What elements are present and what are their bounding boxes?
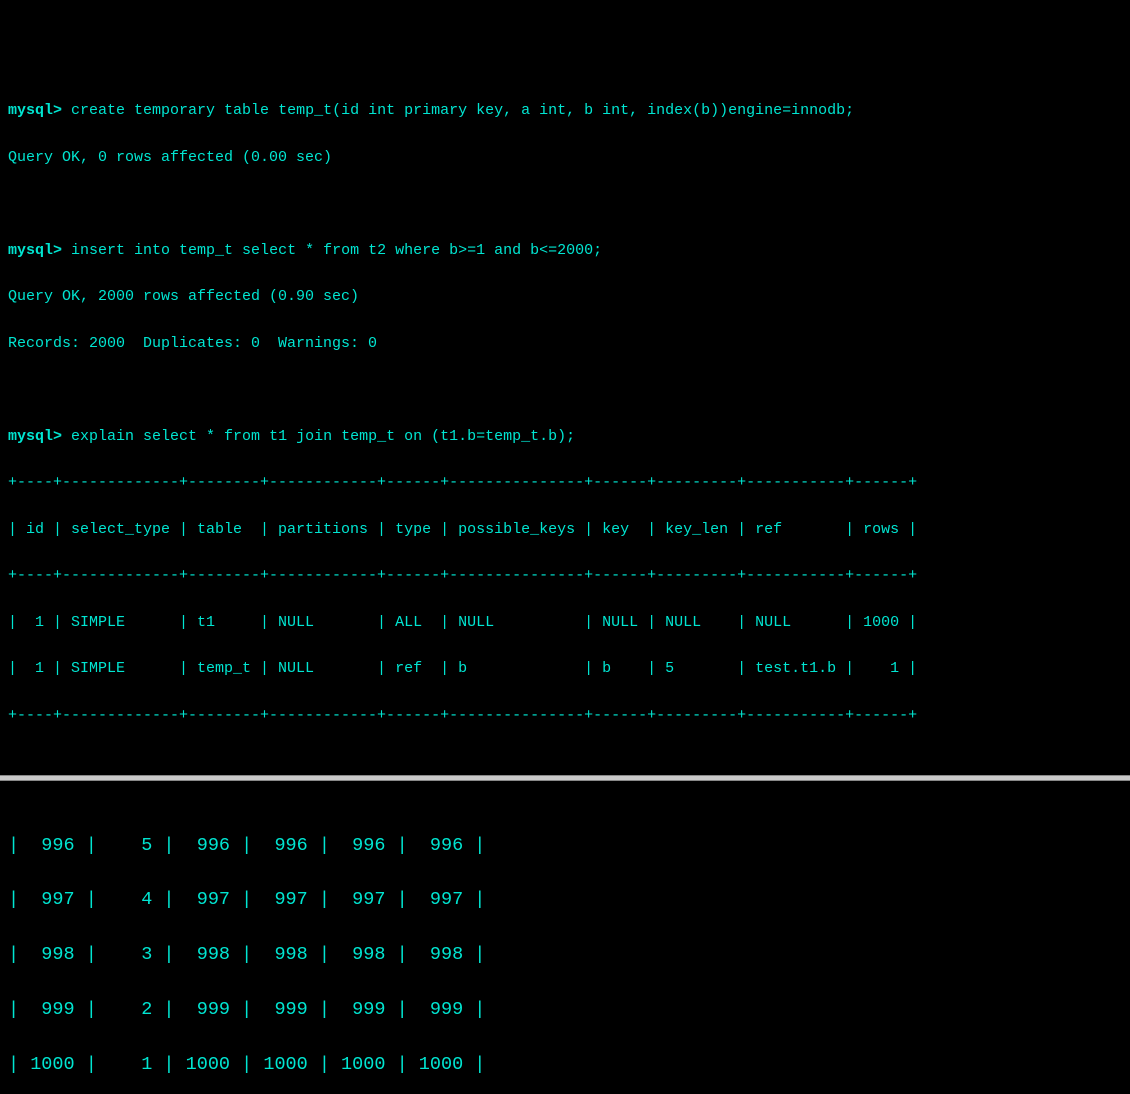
cmd-1-text: create temporary table temp_t(id int pri…	[71, 102, 854, 119]
result-row-3: | 998 | 3 | 998 | 998 | 998 | 998 |	[8, 939, 1122, 970]
explain-row-2: | 1 | SIMPLE | temp_t | NULL | ref | b |…	[8, 657, 1122, 680]
result-2a: Query OK, 2000 rows affected (0.90 sec)	[8, 285, 1122, 308]
result-row-5: | 1000 | 1 | 1000 | 1000 | 1000 | 1000 |	[8, 1049, 1122, 1080]
cmd-line-1: mysql> create temporary table temp_t(id …	[8, 99, 1122, 122]
explain-header: | id | select_type | table | partitions …	[8, 518, 1122, 541]
result-row-1: | 996 | 5 | 996 | 996 | 996 | 996 |	[8, 830, 1122, 861]
explain-border-mid: +----+-------------+--------+-----------…	[8, 564, 1122, 587]
cmd-line-3: mysql> explain select * from t1 join tem…	[8, 425, 1122, 448]
prompt-1: mysql>	[8, 102, 62, 119]
prompt-3: mysql>	[8, 428, 62, 445]
cmd-2-text: insert into temp_t select * from t2 wher…	[71, 242, 602, 259]
explain-row-1: | 1 | SIMPLE | t1 | NULL | ALL | NULL | …	[8, 611, 1122, 634]
prompt-2: mysql>	[8, 242, 62, 259]
result-1a: Query OK, 0 rows affected (0.00 sec)	[8, 146, 1122, 169]
blank-1	[8, 192, 1122, 215]
result-row-4: | 999 | 2 | 999 | 999 | 999 | 999 |	[8, 994, 1122, 1025]
result-row-2: | 997 | 4 | 997 | 997 | 997 | 997 |	[8, 884, 1122, 915]
explain-border-bot: +----+-------------+--------+-----------…	[8, 704, 1122, 727]
section-divider	[0, 775, 1130, 781]
result-2b: Records: 2000 Duplicates: 0 Warnings: 0	[8, 332, 1122, 355]
blank-2	[8, 378, 1122, 401]
cmd-line-2: mysql> insert into temp_t select * from …	[8, 239, 1122, 262]
cmd-3-text: explain select * from t1 join temp_t on …	[71, 428, 575, 445]
explain-border-top: +----+-------------+--------+-----------…	[8, 471, 1122, 494]
